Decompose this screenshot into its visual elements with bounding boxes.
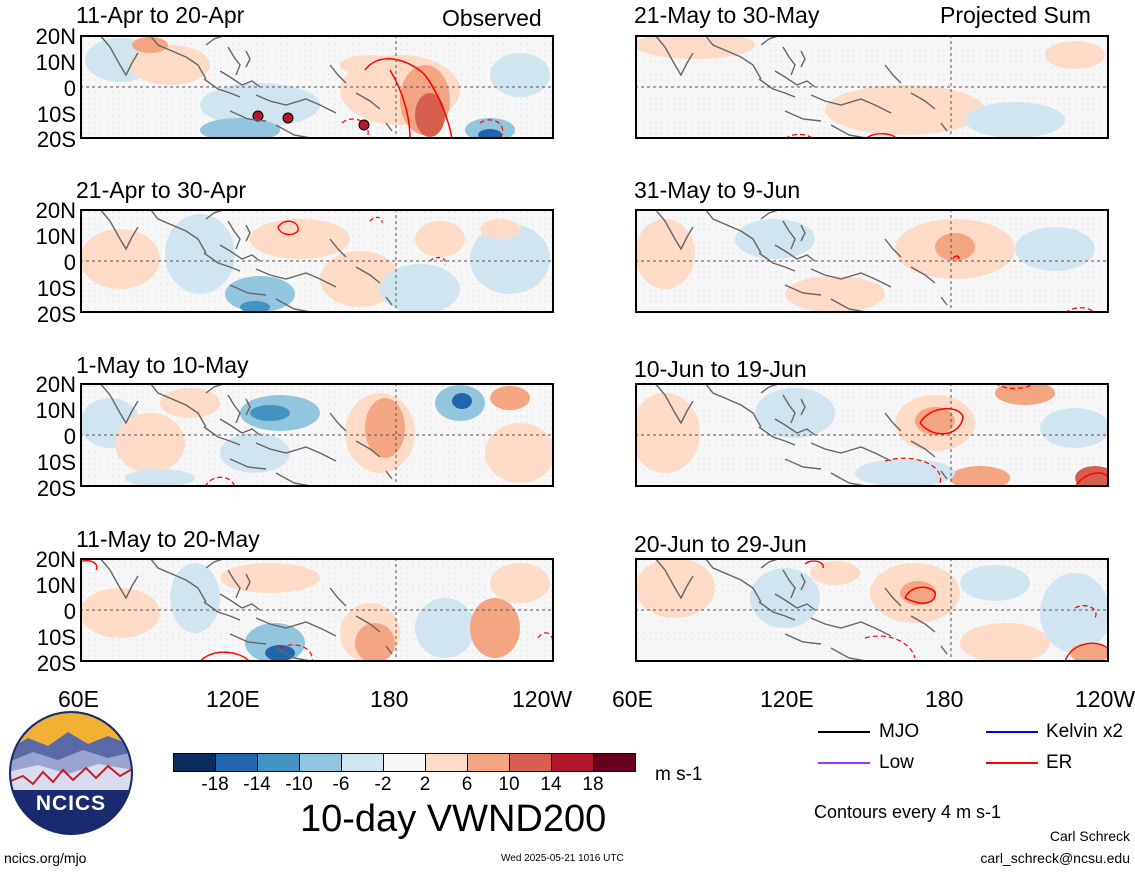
main-title: 10-day VWND200 [300,798,607,840]
lon-label: 120E [206,686,260,712]
panel-title: 1-May to 10-May [76,352,249,378]
lat-label: 10N [35,398,76,423]
lat-label: 10N [35,224,76,249]
panel-title: 20-Jun to 29-Jun [634,531,807,557]
colorbar-swatch [258,754,300,771]
colorbar-tick: -14 [243,774,271,795]
colorbar-tick: -10 [285,774,313,795]
colorbar-swatch [426,754,468,771]
panel-title: 11-May to 20-May [76,526,260,552]
panel-title: 31-May to 9-Jun [634,177,801,203]
ncics-logo: NCICS [8,710,134,836]
colorbar-swatch [552,754,594,771]
lat-label: 10S [36,276,76,301]
legend-line-er [986,762,1038,764]
projected-tag: Projected Sum [940,2,1091,28]
colorbar-swatch [594,754,635,771]
footer-author: Carl Schreck [1049,828,1130,844]
lat-label: 0 [63,76,76,101]
lat-label: 20S [36,651,76,676]
panel-title: 11-Apr to 20-Apr [76,2,245,28]
legend-label: Low [879,752,914,773]
colorbar-tick: -6 [332,774,350,795]
colorbar-tick: 18 [582,774,604,795]
footer-url[interactable]: ncics.org/mjo [4,850,87,866]
lat-label: 20N [35,372,76,397]
colorbar-tick: 10 [498,774,520,795]
panel-title: 21-May to 30-May [634,2,820,28]
legend-line-low [818,762,870,764]
lat-label: 20S [36,302,76,327]
lon-label: 120W [512,686,573,712]
contour-note: Contours every 4 m s-1 [814,802,1002,822]
map-panel-1may-10may [80,383,554,487]
lon-label: 60E [58,686,99,712]
lat-label: 10N [35,50,76,75]
map-panel-20jun-29jun [635,558,1109,662]
lat-label: 0 [63,424,76,449]
lat-label: 10S [36,450,76,475]
colorbar-tick: 6 [461,774,473,795]
colorbar-swatch [510,754,552,771]
lon-label: 120E [760,686,814,712]
observed-tag: Observed [442,5,542,31]
colorbar-tick: -2 [374,774,392,795]
lon-label: 180 [370,686,409,712]
colorbar-swatch [468,754,510,771]
legend-line-mjo [818,731,870,733]
lat-label: 0 [63,250,76,275]
logo-text: NCICS [35,792,107,815]
footer-email[interactable]: carl_schreck@ncsu.edu [980,850,1130,866]
colorbar-swatch [300,754,342,771]
legend-label: ER [1046,752,1073,773]
colorbar-tick: 14 [540,774,562,795]
map-panel-21may-30may [635,35,1109,139]
colorbar-tick: -18 [201,774,229,795]
lat-label: 10S [36,625,76,650]
map-panel-31may-9jun [635,209,1109,313]
colorbar-swatch [342,754,384,771]
lat-label: 20N [35,547,76,572]
map-panel-10jun-19jun [635,383,1109,487]
lon-label: 60E [612,686,653,712]
colorbar-swatch [174,754,216,771]
map-panel-11apr-20apr [80,35,554,139]
footer-timestamp: Wed 2025-05-21 1016 UTC [501,853,624,864]
panel-title: 10-Jun to 19-Jun [634,356,807,382]
panel-title: 21-Apr to 30-Apr [76,177,247,203]
colorbar-tick: 2 [419,774,431,795]
map-panel-11may-20may [80,558,554,662]
legend-label: MJO [879,721,920,742]
map-panel-21apr-30apr [80,209,554,313]
lat-label: 20S [36,127,76,152]
colorbar-swatch [384,754,426,771]
lon-label: 120W [1075,686,1135,712]
legend-line-kelvin [986,731,1038,733]
colorbar-swatch [216,754,258,771]
lat-label: 20S [36,476,76,501]
lat-label: 10N [35,573,76,598]
lat-label: 10S [36,102,76,127]
lat-label: 0 [63,599,76,624]
lat-label: 20N [35,198,76,223]
lon-label: 180 [925,686,964,712]
lat-label: 20N [35,24,76,49]
colorbar-units: m s-1 [655,764,703,785]
colorbar [173,753,636,772]
legend-label: Kelvin x2 [1046,721,1124,742]
